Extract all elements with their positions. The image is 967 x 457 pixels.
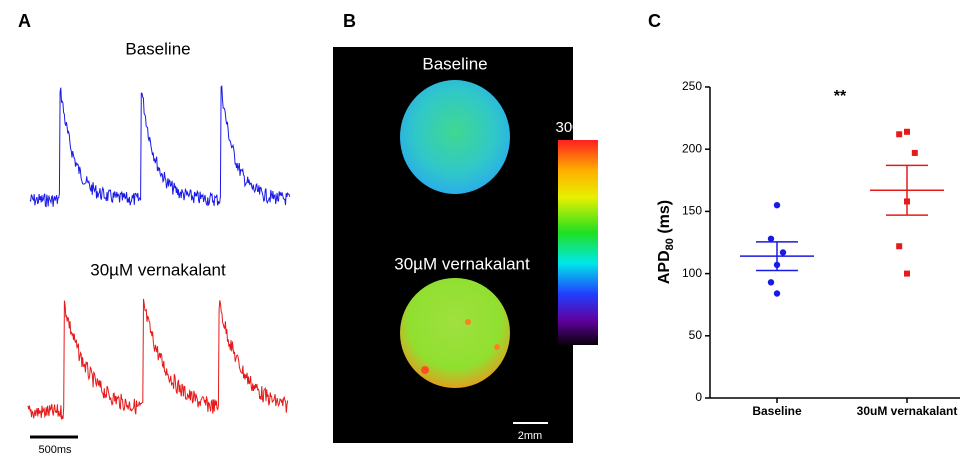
x-tick-label: 30uM vernakalant bbox=[857, 404, 958, 418]
map-title: Baseline bbox=[422, 54, 487, 73]
map-title: 30µM vernakalant bbox=[394, 254, 530, 273]
y-tick-label: 150 bbox=[682, 204, 702, 218]
hotspot bbox=[421, 366, 429, 374]
activation-map bbox=[400, 278, 510, 388]
data-point bbox=[774, 290, 780, 296]
data-point bbox=[896, 131, 902, 137]
colorbar-label: 300ms bbox=[555, 119, 600, 136]
y-axis-label: APD80 (ms) bbox=[656, 200, 676, 284]
significance: ** bbox=[834, 88, 847, 105]
y-tick-label: 200 bbox=[682, 141, 702, 155]
data-point bbox=[896, 243, 902, 249]
figure: A Baseline 30µM vernakalant 500ms B Base… bbox=[0, 0, 967, 457]
data-point bbox=[768, 279, 774, 285]
data-point bbox=[768, 236, 774, 242]
colorbar-label: 0 bbox=[574, 347, 582, 364]
data-point bbox=[780, 249, 786, 255]
y-label-unit: (ms) bbox=[656, 200, 673, 238]
scale-label: 500ms bbox=[38, 444, 72, 456]
data-point bbox=[912, 150, 918, 156]
y-label-main: APD bbox=[656, 250, 673, 284]
hotspot bbox=[465, 319, 471, 325]
x-tick-label: Baseline bbox=[752, 404, 802, 418]
data-point bbox=[774, 202, 780, 208]
colorbar bbox=[558, 140, 598, 345]
trace bbox=[28, 299, 288, 420]
y-tick-label: 100 bbox=[682, 266, 702, 280]
data-point bbox=[904, 129, 910, 135]
panel-label: B bbox=[343, 11, 356, 31]
y-tick-label: 250 bbox=[682, 79, 702, 93]
panel-label: C bbox=[648, 11, 661, 31]
data-point bbox=[904, 271, 910, 277]
hotspot bbox=[494, 344, 500, 350]
trace-title: 30µM vernakalant bbox=[90, 260, 226, 279]
trace-title: Baseline bbox=[125, 39, 190, 58]
scale-label: 2mm bbox=[518, 430, 542, 442]
panel-label: A bbox=[18, 11, 31, 31]
activation-map bbox=[400, 80, 510, 194]
y-label-sub: 80 bbox=[664, 238, 676, 250]
trace bbox=[30, 86, 290, 207]
y-tick-label: 0 bbox=[695, 390, 702, 404]
y-tick-label: 50 bbox=[689, 328, 703, 342]
